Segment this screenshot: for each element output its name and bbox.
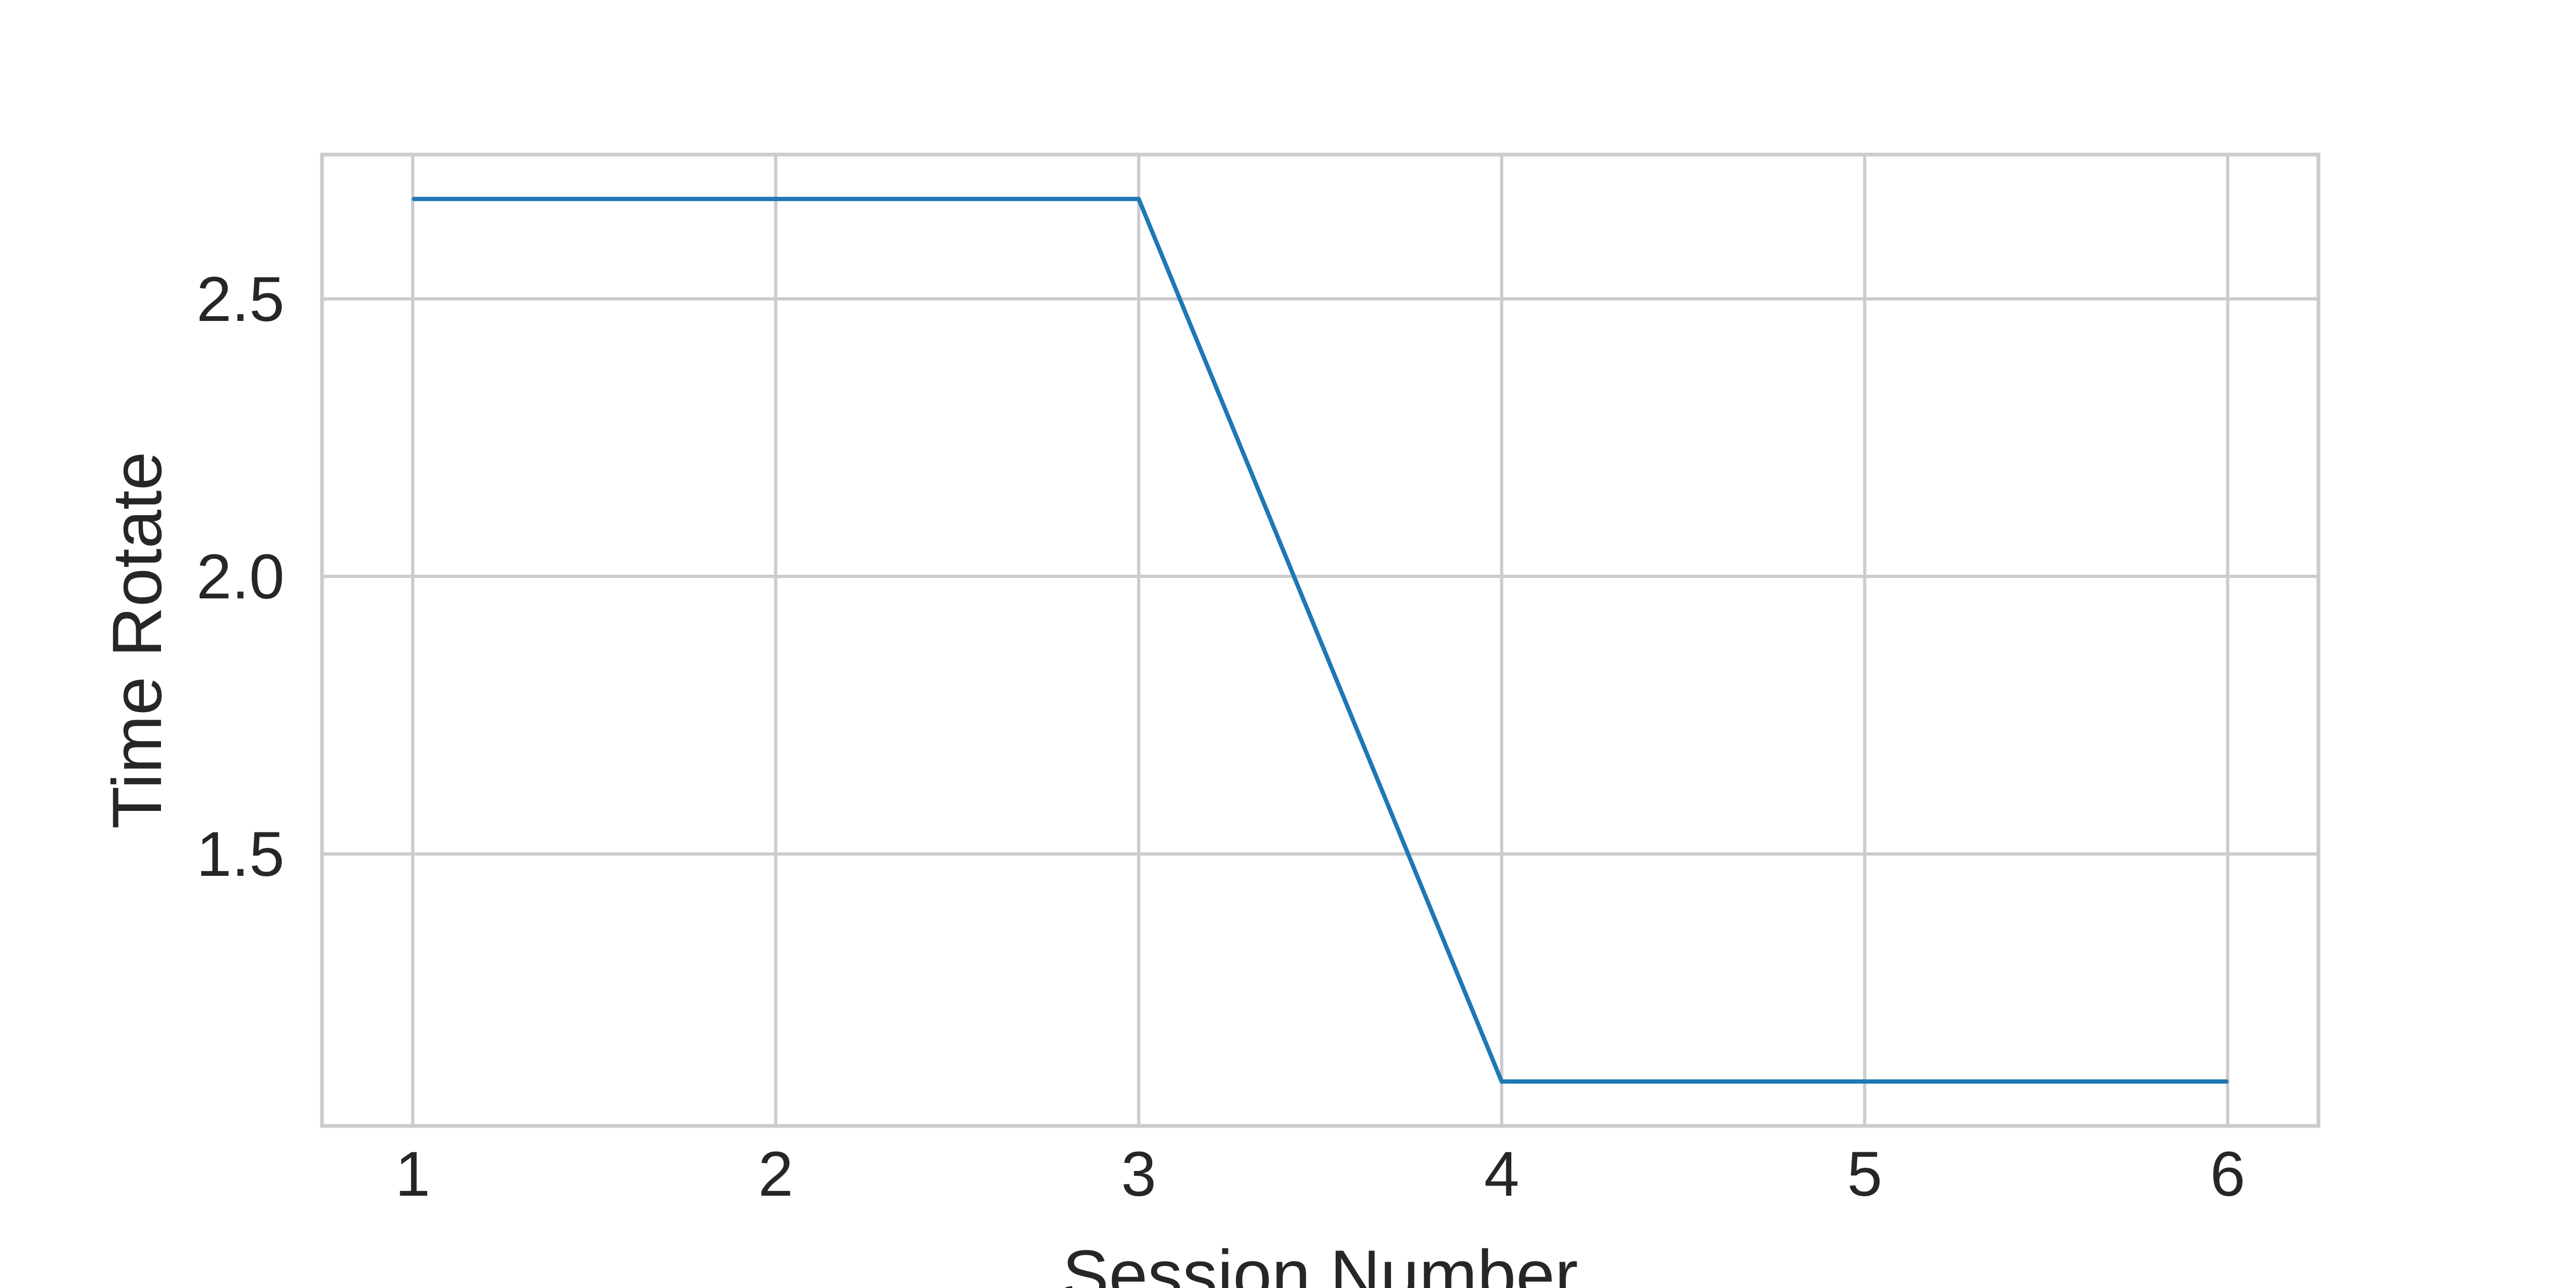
y-axis-label: Time Rotate [98, 451, 176, 829]
y-tick-label: 1.5 [196, 819, 284, 890]
data-point [1863, 1080, 1866, 1083]
x-tick-label: 3 [1121, 1139, 1157, 1210]
x-tick-label: 6 [2210, 1139, 2245, 1210]
data-point [2226, 1080, 2229, 1083]
data-point [774, 197, 777, 200]
x-gridlines [411, 155, 2229, 1126]
x-tick-labels: 1 2 3 4 5 6 [395, 1139, 2245, 1210]
plot-frame [320, 152, 2321, 1128]
series-line [413, 196, 2228, 1084]
data-point [1501, 1080, 1503, 1083]
data-point [1137, 197, 1140, 200]
x-axis-label: Session Number [1063, 1235, 1578, 1288]
series-layer [412, 196, 2229, 1084]
x-tick-label: 5 [1847, 1139, 1883, 1210]
y-tick-labels: 1.5 2.0 2.5 [196, 264, 284, 890]
x-tick-label: 4 [1484, 1139, 1519, 1210]
x-tick-label: 1 [395, 1139, 430, 1210]
x-tick-label: 2 [758, 1139, 794, 1210]
y-tick-label: 2.5 [196, 264, 284, 335]
y-tick-label: 2.0 [196, 541, 284, 612]
data-point [412, 197, 414, 200]
y-gridlines [322, 297, 2318, 856]
